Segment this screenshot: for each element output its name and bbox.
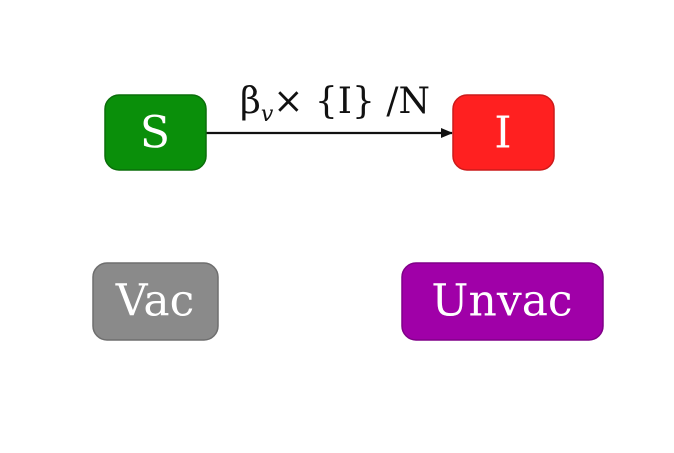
node-unvaccinated-label: Unvac [431,276,572,327]
node-infected-label: I [494,108,511,159]
beta-symbol: β [240,81,261,122]
node-susceptible-label: S [140,108,170,159]
node-susceptible: S [104,94,207,171]
node-vaccinated: Vac [92,262,219,341]
node-infected: I [452,94,555,171]
beta-subscript: v [261,102,274,127]
node-vaccinated-box [92,262,219,341]
node-infected-box [452,94,555,171]
transmission-rate-label: βv× {I} /N [240,81,430,127]
rate-expression: × {I} /N [273,81,430,122]
node-unvaccinated: Unvac [401,262,604,341]
node-susceptible-box [104,94,207,171]
node-unvaccinated-box [401,262,604,341]
node-vaccinated-label: Vac [115,276,195,327]
